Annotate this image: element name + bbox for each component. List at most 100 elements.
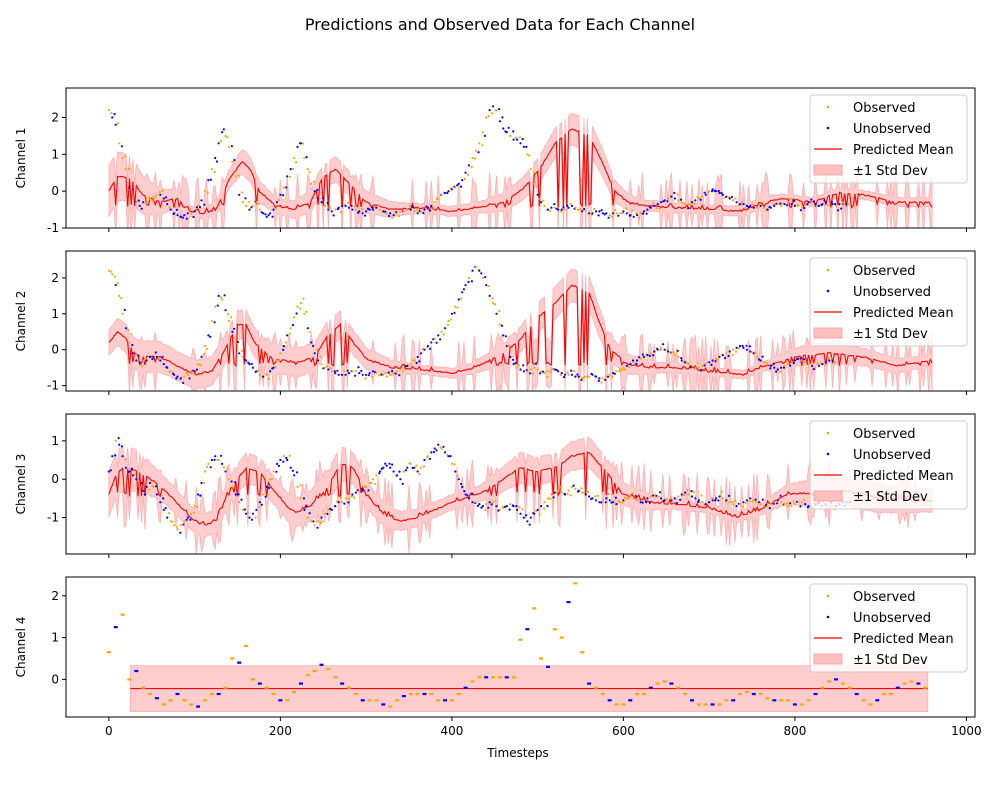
- unobserved-point: [792, 362, 795, 365]
- unobserved-point: [605, 212, 608, 215]
- observed-point: [277, 199, 280, 202]
- unobserved-point: [454, 470, 457, 473]
- observed-point: [210, 319, 213, 323]
- unobserved-point: [690, 495, 694, 498]
- unobserved-point: [519, 512, 522, 515]
- unobserved-point: [728, 494, 731, 497]
- observed-point: [183, 375, 186, 378]
- observed-point: [716, 358, 719, 361]
- unobserved-point: [807, 201, 810, 204]
- unobserved-point: [625, 364, 628, 367]
- unobserved-point: [220, 454, 223, 457]
- observed-point: [121, 312, 124, 315]
- legend-label-observed: Observed: [853, 264, 916, 279]
- unobserved-point: [250, 206, 253, 209]
- unobserved-point: [634, 495, 637, 498]
- observed-point: [639, 212, 642, 215]
- observed-point: [557, 489, 560, 492]
- observed-point: [131, 197, 134, 200]
- axes-frame: [65, 87, 976, 229]
- observed-point: [560, 210, 563, 213]
- unobserved-point: [522, 145, 526, 148]
- observed-point: [701, 501, 704, 504]
- unobserved-point: [480, 272, 483, 275]
- observed-point: [116, 122, 119, 125]
- unobserved-point: [435, 449, 438, 452]
- observed-point: [295, 161, 298, 164]
- unobserved-point: [182, 381, 185, 384]
- unobserved-point: [470, 280, 473, 283]
- unobserved-point: [193, 370, 196, 373]
- observed-point: [453, 463, 456, 466]
- unobserved-point: [799, 209, 803, 212]
- unobserved-point: [214, 455, 217, 458]
- unobserved-point: [215, 160, 219, 163]
- observed-point: [373, 482, 377, 485]
- unobserved-point: [330, 210, 333, 213]
- unobserved-point: [107, 470, 110, 473]
- observed-point: [673, 354, 677, 357]
- observed-point: [529, 168, 532, 171]
- unobserved-point: [111, 116, 114, 119]
- observed-point: [766, 505, 769, 508]
- legend: Observed Unobserved Predicted Mean ±1 Std D…: [809, 420, 968, 510]
- observed-point: [569, 202, 572, 205]
- legend-label-band: ±1 Std Dev: [853, 653, 928, 668]
- observed-point: [339, 496, 342, 499]
- unobserved-point: [415, 361, 418, 364]
- observed-point: [309, 331, 312, 334]
- unobserved-point: [461, 485, 464, 488]
- observed-point: [550, 493, 553, 496]
- observed-point: [107, 109, 110, 112]
- unobserved-point: [467, 164, 471, 167]
- unobserved-point: [553, 368, 556, 371]
- unobserved-point: [470, 493, 474, 496]
- unobserved-point: [728, 197, 731, 200]
- unobserved-point: [354, 374, 357, 377]
- unobserved-point: [741, 344, 744, 348]
- observed-point: [779, 370, 782, 373]
- observed-point: [536, 186, 539, 189]
- unobserved-point: [382, 210, 385, 213]
- observed-point: [422, 465, 425, 468]
- unobserved-point: [553, 491, 556, 494]
- unobserved-point: [594, 375, 598, 378]
- observed-point: [844, 205, 847, 208]
- unobserved-point: [368, 372, 371, 375]
- unobserved-point: [185, 217, 188, 220]
- unobserved-point: [714, 360, 717, 363]
- observed-point: [419, 466, 423, 469]
- observed-point: [368, 481, 371, 485]
- unobserved-point: [570, 369, 573, 372]
- unobserved-point: [179, 377, 182, 380]
- unobserved-point: [570, 204, 574, 207]
- observed-point: [762, 505, 766, 508]
- unobserved-point: [528, 523, 531, 526]
- observed-point: [835, 204, 838, 207]
- observed-point: [687, 493, 690, 496]
- observed-point: [738, 503, 742, 506]
- observed-point: [155, 193, 158, 196]
- unobserved-point: [416, 355, 419, 358]
- observed-point: [474, 149, 477, 152]
- std-band: [108, 112, 933, 228]
- observed-point: [706, 361, 709, 364]
- observed-point: [538, 513, 541, 516]
- observed-point: [133, 473, 136, 476]
- observed-point: [529, 368, 532, 371]
- unobserved-point: [638, 356, 641, 359]
- unobserved-point: [336, 369, 339, 372]
- unobserved-point: [186, 212, 189, 215]
- unobserved-point: [291, 469, 294, 472]
- unobserved-point: [121, 455, 124, 458]
- unobserved-point: [189, 518, 192, 521]
- unobserved-point: [748, 345, 752, 348]
- unobserved-point: [562, 376, 566, 379]
- y-tick-label: 0: [51, 472, 59, 486]
- observed-point: [573, 370, 576, 373]
- unobserved-point: [350, 204, 353, 207]
- legend-marker-observed: [826, 431, 830, 435]
- unobserved-point: [612, 501, 615, 504]
- unobserved-point: [164, 507, 167, 510]
- unobserved-point: [337, 373, 340, 376]
